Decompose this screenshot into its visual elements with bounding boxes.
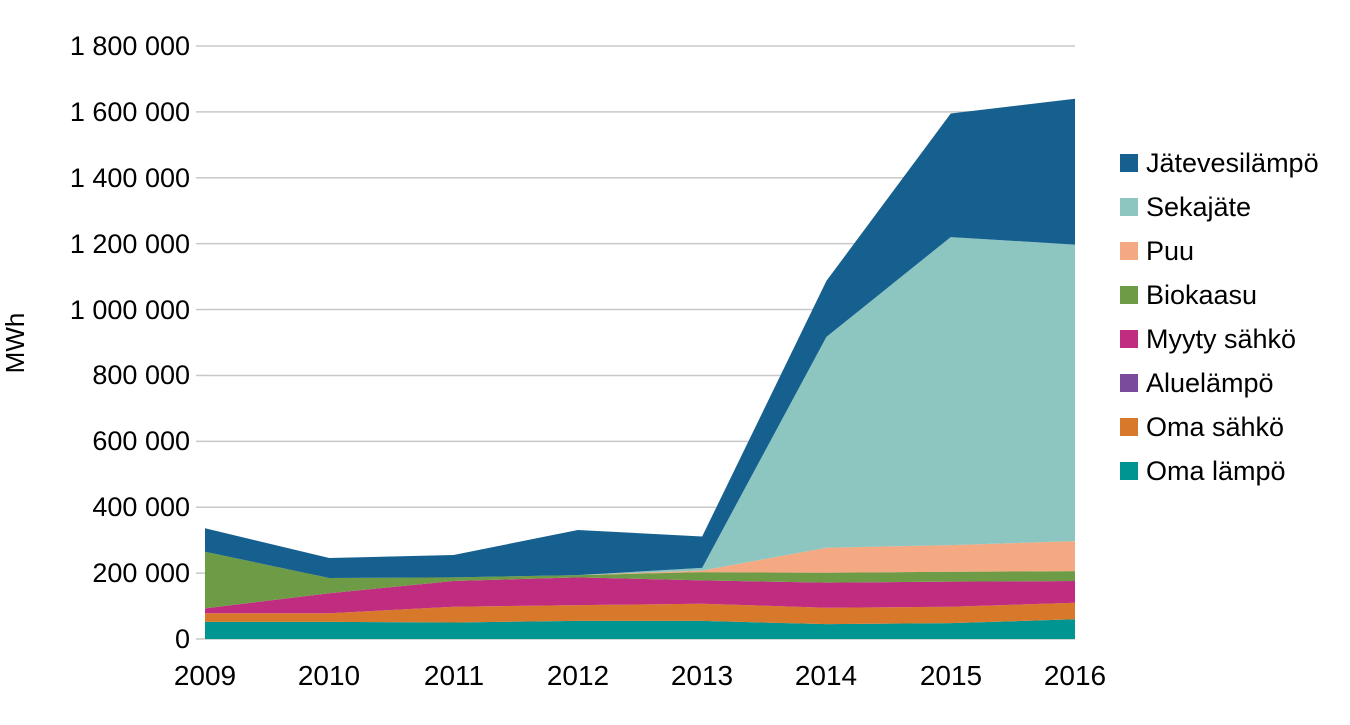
area-oma-sähkö [205,602,1075,625]
x-tick-label: 2014 [795,660,857,691]
y-tick-label: 1 200 000 [70,229,190,259]
x-tick-label: 2013 [671,660,733,691]
legend-label: Myyty sähkö [1146,323,1297,354]
legend-swatch-icon [1120,242,1138,260]
legend-swatch-icon [1120,374,1138,392]
y-tick-label: 1 600 000 [70,97,190,127]
legend-label: Biokaasu [1146,279,1258,310]
area-myyty-sähkö [205,577,1075,614]
legend-label: Sekajäte [1146,191,1252,222]
legend-item: Puu [1120,229,1319,273]
x-tick-label: 2016 [1044,660,1106,691]
legend-item: Jätevesilämpö [1120,141,1319,185]
legend-item: Sekajäte [1120,185,1319,229]
x-tick-label: 2012 [547,660,609,691]
legend-item: Oma sähkö [1120,405,1319,449]
legend-item: Myyty sähkö [1120,317,1319,361]
legend-label: Aluelämpö [1146,367,1274,398]
legend-item: Aluelämpö [1120,361,1319,405]
y-tick-label: 1 800 000 [70,31,190,61]
area-biokaasu [205,551,1075,609]
chart-legend: Jätevesilämpö Sekajäte Puu Biokaasu Myyt… [1120,141,1319,493]
y-tick-label: 400 000 [92,492,190,522]
area-oma-lämpö [205,619,1075,639]
legend-swatch-icon [1120,154,1138,172]
legend-label: Oma sähkö [1146,411,1285,442]
x-tick-label: 2011 [424,660,484,691]
legend-swatch-icon [1120,330,1138,348]
area-jätevesilämpö [205,98,1075,579]
legend-label: Oma lämpö [1146,455,1286,486]
area-puu [205,541,1075,579]
legend-swatch-icon [1120,462,1138,480]
x-axis-tick-labels: 2009 2010 2011 2012 2013 2014 2015 2016 [174,660,1106,691]
legend-swatch-icon [1120,198,1138,216]
x-tick-label: 2010 [298,660,360,691]
legend-item: Biokaasu [1120,273,1319,317]
x-tick-label: 2015 [920,660,982,691]
legend-label: Jätevesilämpö [1146,147,1319,178]
area-series-group [205,98,1075,639]
legend-item: Oma lämpö [1120,449,1319,493]
x-tick-label: 2009 [174,660,236,691]
area-sekajäte [205,237,1075,579]
legend-label: Puu [1146,235,1195,266]
y-tick-label: 200 000 [92,558,190,588]
legend-swatch-icon [1120,286,1138,304]
y-tick-label: 0 [175,624,190,654]
y-tick-label: 600 000 [92,426,190,456]
y-tick-label: 1 400 000 [70,163,190,193]
y-axis-tick-labels: 0 200 000 400 000 600 000 800 000 1 000 … [70,31,190,654]
y-axis-title: MWh [0,313,30,374]
y-tick-label: 1 000 000 [70,295,190,325]
legend-swatch-icon [1120,418,1138,436]
y-tick-label: 800 000 [92,360,190,390]
